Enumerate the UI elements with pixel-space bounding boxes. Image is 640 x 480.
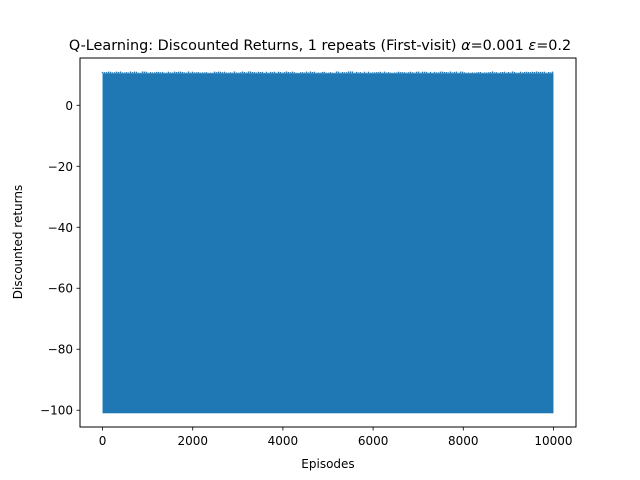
x-tick-label: 10000 <box>534 434 572 448</box>
x-tick-label: 4000 <box>268 434 299 448</box>
y-tick-label: 0 <box>65 99 73 113</box>
series-line-jitter <box>101 71 554 74</box>
x-tick-label: 6000 <box>358 434 389 448</box>
x-axis-label: Episodes <box>301 457 354 471</box>
x-tick-label: 2000 <box>177 434 208 448</box>
y-axis-label: Discounted returns <box>11 185 25 299</box>
x-axis-ticks: 0 2000 4000 6000 8000 10000 <box>99 427 573 448</box>
chart-title: Q-Learning: Discounted Returns, 1 repeat… <box>69 38 571 54</box>
y-tick-label: −80 <box>48 343 73 357</box>
y-tick-label: −100 <box>40 404 73 418</box>
y-tick-label: −40 <box>48 221 73 235</box>
y-tick-label: −20 <box>48 160 73 174</box>
x-tick-label: 8000 <box>448 434 479 448</box>
series-layer <box>101 71 554 414</box>
x-tick-label: 0 <box>99 434 107 448</box>
y-axis-ticks: 0 −20 −40 −60 −80 −100 <box>40 99 80 418</box>
axes-frame <box>79 57 577 428</box>
y-tick-label: −60 <box>48 282 73 296</box>
series-line <box>102 73 554 414</box>
